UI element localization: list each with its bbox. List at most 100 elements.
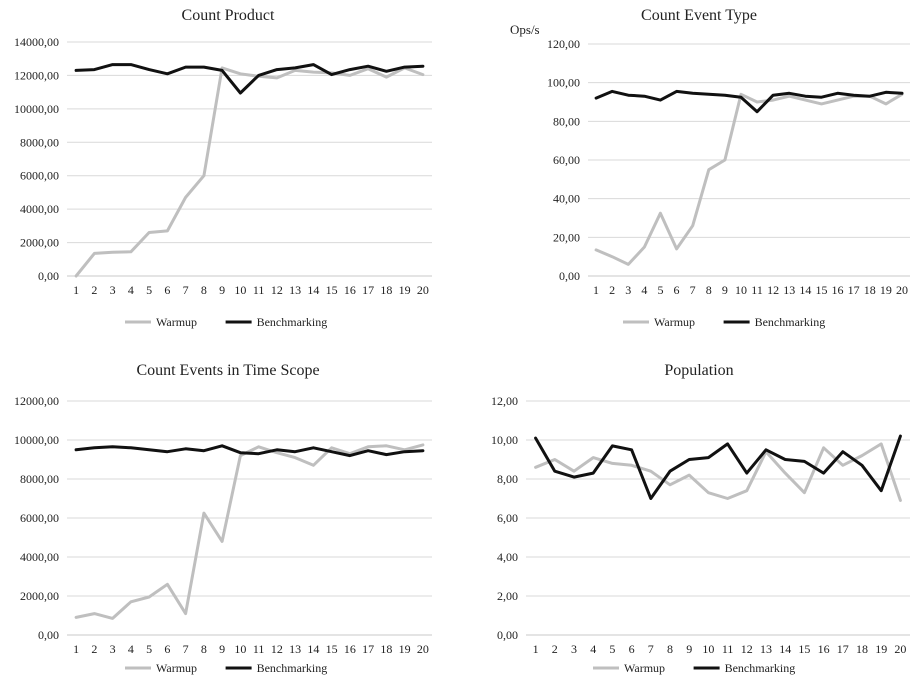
x-tick-label: 15: [326, 283, 338, 297]
y-tick-label: 120,00: [547, 37, 580, 51]
x-tick-label: 1: [73, 283, 79, 297]
legend-label-benchmarking: Benchmarking: [257, 315, 328, 329]
y-tick-label: 12000,00: [14, 68, 59, 82]
x-tick-label: 20: [896, 283, 908, 297]
x-tick-label: 16: [344, 642, 356, 656]
x-tick-label: 11: [253, 642, 265, 656]
x-tick-label: 7: [183, 642, 189, 656]
x-tick-label: 15: [815, 283, 827, 297]
legend-label-benchmarking: Benchmarking: [257, 661, 328, 675]
chart-svg-count-events-in-time-scope: Count Events in Time Scope 0,00 2000,00 400…: [14, 362, 432, 675]
legend-label-benchmarking: Benchmarking: [725, 661, 796, 675]
x-tick-label: 18: [864, 283, 876, 297]
legend-label-warmup: Warmup: [156, 315, 197, 329]
x-tick-label: 4: [641, 283, 647, 297]
x-tick-label: 4: [590, 642, 596, 656]
series-line-warmup: [534, 442, 902, 502]
y-tick-label: 0,00: [38, 628, 59, 642]
x-tick-label: 7: [690, 283, 696, 297]
y-tick-label: 12000,00: [14, 394, 59, 408]
x-tick-label: 17: [837, 642, 849, 656]
x-tick-label: 5: [657, 283, 663, 297]
y-tick-label: 4,00: [497, 550, 518, 564]
x-tick-label: 14: [307, 642, 319, 656]
series-line-benchmarking: [74, 444, 425, 458]
y-tick-label: 80,00: [553, 114, 580, 128]
x-tick-label: 2: [91, 283, 97, 297]
x-tick-label: 3: [110, 283, 116, 297]
y-tick-label: 4000,00: [20, 202, 59, 216]
x-tick-label: 6: [674, 283, 680, 297]
x-tick-label: 18: [380, 283, 392, 297]
x-tick-label: 2: [91, 642, 97, 656]
x-tick-label: 12: [741, 642, 753, 656]
x-tick-label: 12: [271, 283, 283, 297]
x-tick-label: 14: [799, 283, 811, 297]
x-tick-label: 9: [219, 283, 225, 297]
y-tick-label: 0,00: [497, 628, 518, 642]
x-tick-label: 19: [399, 283, 411, 297]
x-tick-label: 11: [722, 642, 734, 656]
y-tick-label: 6000,00: [20, 511, 59, 525]
y-tick-label: 10000,00: [14, 433, 59, 447]
x-tick-label: 13: [289, 642, 301, 656]
x-tick-label: 11: [751, 283, 763, 297]
x-tick-label: 15: [798, 642, 810, 656]
y-tick-label: 8000,00: [20, 472, 59, 486]
series-line-benchmarking: [74, 63, 425, 95]
x-tick-label: 14: [779, 642, 791, 656]
x-tick-label: 6: [164, 283, 170, 297]
y-tick-label: 2,00: [497, 589, 518, 603]
x-tick-label: 6: [164, 642, 170, 656]
chart-title: Population: [664, 362, 733, 379]
x-tick-label: 10: [735, 283, 747, 297]
y-tick-label: 6,00: [497, 511, 518, 525]
series-line-warmup: [594, 92, 904, 266]
legend-label-warmup: Warmup: [156, 661, 197, 675]
chart-title: Count Event Type: [641, 7, 757, 24]
chart-title: Count Product: [182, 7, 275, 24]
chart-population: Population 0,00 2,00 4,00 6,00 8,00 10,00 12,00…: [458, 355, 917, 691]
chart-title: Count Events in Time Scope: [136, 362, 319, 379]
x-tick-label: 1: [593, 283, 599, 297]
x-tick-label: 11: [253, 283, 265, 297]
y-tick-label: 0,00: [38, 269, 59, 283]
x-tick-label: 2: [609, 283, 615, 297]
series-line-warmup: [74, 443, 425, 620]
x-tick-label: 13: [760, 642, 772, 656]
x-tick-label: 4: [128, 283, 134, 297]
x-tick-label: 3: [625, 283, 631, 297]
series-line-benchmarking: [534, 434, 902, 500]
chart-count-product: Count Product 0,00 2000,00 4000,00 6000,00 80…: [0, 0, 458, 345]
y-tick-label: 12,00: [491, 394, 518, 408]
x-tick-label: 9: [219, 642, 225, 656]
x-tick-label: 19: [880, 283, 892, 297]
x-tick-label: 20: [894, 642, 906, 656]
x-tick-label: 17: [848, 283, 860, 297]
x-tick-label: 10: [702, 642, 714, 656]
x-tick-label: 12: [271, 642, 283, 656]
legend-label-warmup: Warmup: [654, 315, 695, 329]
y-tick-label: 8000,00: [20, 135, 59, 149]
x-tick-label: 12: [767, 283, 779, 297]
chart-svg-count-event-type: Count Event Type Ops/s 0,00 20,00 40,00 60,00…: [510, 7, 910, 329]
x-tick-label: 19: [875, 642, 887, 656]
chart-count-event-type: Count Event Type Ops/s 0,00 20,00 40,00 60,00…: [458, 0, 917, 345]
x-tick-label: 1: [73, 642, 79, 656]
x-tick-label: 2: [552, 642, 558, 656]
x-tick-label: 4: [128, 642, 134, 656]
x-tick-label: 20: [417, 642, 429, 656]
y-tick-label: 4000,00: [20, 550, 59, 564]
x-tick-label: 8: [201, 283, 207, 297]
x-tick-label: 3: [571, 642, 577, 656]
x-tick-label: 16: [818, 642, 830, 656]
x-tick-label: 16: [344, 283, 356, 297]
legend-label-warmup: Warmup: [624, 661, 665, 675]
y-axis-unit-label: Ops/s: [510, 22, 540, 37]
y-tick-label: 0,00: [559, 269, 580, 283]
y-tick-label: 2000,00: [20, 589, 59, 603]
x-tick-label: 16: [832, 283, 844, 297]
chart-svg-count-product: Count Product 0,00 2000,00 4000,00 6000,00 80…: [14, 7, 432, 329]
x-tick-label: 15: [326, 642, 338, 656]
x-tick-label: 8: [201, 642, 207, 656]
